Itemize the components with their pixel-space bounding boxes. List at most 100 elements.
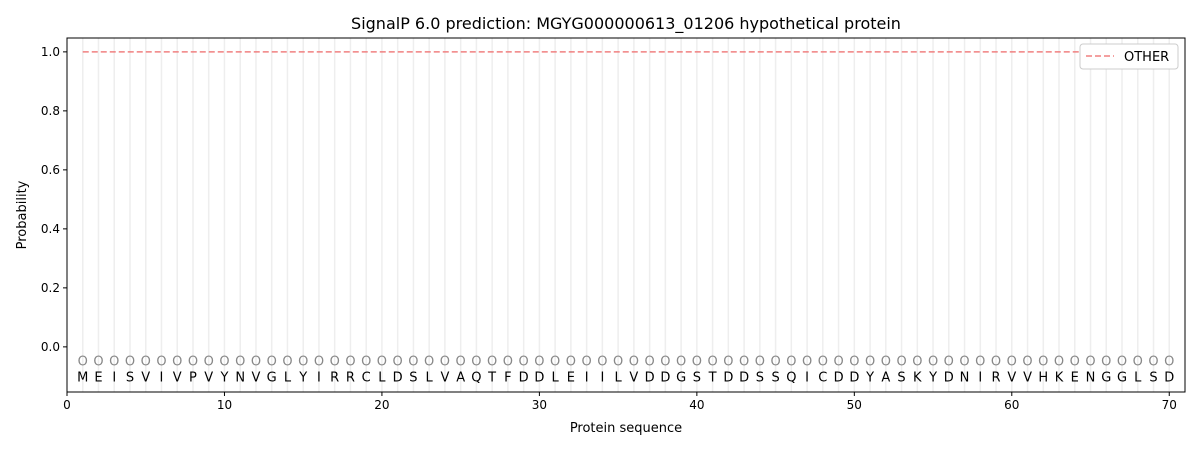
x-tick-label: 50 (847, 398, 862, 412)
residue-letter: N (960, 370, 970, 385)
residue-prediction-label: O (944, 355, 954, 370)
chart-title: SignalP 6.0 prediction: MGYG000000613_01… (351, 14, 901, 34)
residue-prediction-label: O (881, 355, 891, 370)
residue-letter: A (881, 370, 890, 385)
residue-prediction-label: O (912, 355, 922, 370)
residue-prediction-label: O (377, 355, 387, 370)
residue-prediction-label: O (1085, 355, 1095, 370)
residue-letter: V (1023, 370, 1032, 385)
x-tick-label: 60 (1004, 398, 1019, 412)
residue-letter: S (771, 370, 779, 385)
residue-letter: D (645, 370, 655, 385)
residue-prediction-label: O (928, 355, 938, 370)
residue-prediction-label: O (802, 355, 812, 370)
residue-prediction-label: O (219, 355, 229, 370)
residue-prediction-label: O (345, 355, 355, 370)
residue-letter: K (913, 370, 922, 385)
y-tick-label: 0.8 (41, 104, 60, 118)
residue-prediction-label: O (314, 355, 324, 370)
residue-prediction-label: O (786, 355, 796, 370)
x-tick-label: 0 (63, 398, 71, 412)
residue-letter: V (1007, 370, 1016, 385)
residue-letter: A (456, 370, 465, 385)
residue-letter: V (440, 370, 449, 385)
residue-letter: Y (298, 370, 307, 385)
residue-prediction-label: O (188, 355, 198, 370)
y-tick-label: 0.2 (41, 281, 60, 295)
residue-prediction-label: O (267, 355, 277, 370)
residue-letter: E (567, 370, 575, 385)
residue-prediction-label: O (613, 355, 623, 370)
residue-prediction-label: O (1117, 355, 1127, 370)
residue-letter: H (1038, 370, 1048, 385)
residue-letter: C (362, 370, 371, 385)
residue-prediction-label: O (818, 355, 828, 370)
x-tick-label: 20 (374, 398, 389, 412)
residue-prediction-label: O (755, 355, 765, 370)
residue-letter: I (317, 370, 321, 385)
residue-prediction-label: O (456, 355, 466, 370)
residue-letter: D (534, 370, 544, 385)
residue-letter: G (267, 370, 277, 385)
residue-letter: I (160, 370, 164, 385)
x-axis-label: Protein sequence (570, 421, 682, 436)
residue-letter: L (284, 370, 292, 385)
residue-letter: T (487, 370, 496, 385)
residue-letter: R (992, 370, 1001, 385)
residue-letter: L (378, 370, 386, 385)
residue-prediction-label: O (503, 355, 513, 370)
residue-letter: Q (786, 370, 796, 385)
residue-prediction-label: O (896, 355, 906, 370)
residue-prediction-label: O (629, 355, 639, 370)
residue-prediction-label: O (645, 355, 655, 370)
residue-prediction-label: O (723, 355, 733, 370)
residue-prediction-label: O (93, 355, 103, 370)
residue-letter: K (1055, 370, 1064, 385)
residue-letter: I (600, 370, 604, 385)
residue-prediction-label: O (235, 355, 245, 370)
residue-letter: D (723, 370, 733, 385)
residue-prediction-label: O (408, 355, 418, 370)
residue-prediction-label: O (440, 355, 450, 370)
residue-prediction-label: O (424, 355, 434, 370)
residue-prediction-label: O (1007, 355, 1017, 370)
residue-letter: Q (471, 370, 481, 385)
residue-letter: L (552, 370, 560, 385)
residue-letter: D (944, 370, 954, 385)
x-tick-label: 70 (1162, 398, 1177, 412)
residue-prediction-label: O (660, 355, 670, 370)
residue-letter: R (330, 370, 339, 385)
residue-prediction-label: O (1164, 355, 1174, 370)
residue-prediction-label: O (1148, 355, 1158, 370)
legend-box (1079, 43, 1179, 70)
residue-prediction-label: O (487, 355, 497, 370)
residue-prediction-label: O (109, 355, 119, 370)
residue-letter: V (204, 370, 213, 385)
residue-letter: V (252, 370, 261, 385)
residue-prediction-label: O (676, 355, 686, 370)
residue-prediction-label: O (282, 355, 292, 370)
residue-letter: L (615, 370, 623, 385)
residue-prediction-label: O (597, 355, 607, 370)
legend: OTHER (1079, 43, 1179, 70)
residue-letter: N (235, 370, 245, 385)
residue-letter: D (1164, 370, 1174, 385)
residue-letter: V (141, 370, 150, 385)
residue-letter: R (346, 370, 355, 385)
legend-label-other: OTHER (1124, 50, 1169, 65)
residue-prediction-label: O (959, 355, 969, 370)
residue-letter: M (77, 370, 88, 385)
residue-prediction-label: O (172, 355, 182, 370)
residue-letter: E (1071, 370, 1079, 385)
residue-letter: L (426, 370, 434, 385)
residue-letter: I (978, 370, 982, 385)
residue-prediction-label: O (1054, 355, 1064, 370)
residue-prediction-label: O (582, 355, 592, 370)
residue-letter: I (112, 370, 116, 385)
residue-prediction-label: O (991, 355, 1001, 370)
residue-prediction-label: O (833, 355, 843, 370)
residue-prediction-label: O (141, 355, 151, 370)
residue-letter: G (676, 370, 686, 385)
x-tick-label: 30 (532, 398, 547, 412)
